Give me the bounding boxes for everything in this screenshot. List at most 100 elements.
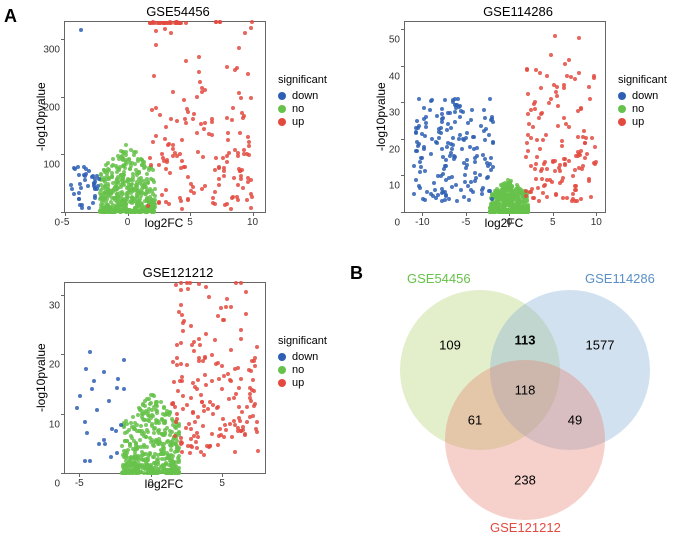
data-point [201, 424, 205, 428]
data-point [148, 469, 152, 473]
data-point [179, 341, 183, 345]
data-point [532, 196, 536, 200]
data-point [217, 166, 221, 170]
data-point [175, 363, 179, 367]
data-point [468, 145, 472, 149]
data-point [197, 70, 201, 74]
data-point [111, 188, 115, 192]
data-point [147, 168, 151, 172]
plot-area: -5050102030 [64, 282, 266, 474]
data-point [219, 306, 223, 310]
data-point [199, 450, 203, 454]
data-point [75, 406, 79, 410]
data-point [577, 36, 581, 40]
data-point [560, 139, 564, 143]
volcano-gse54456: GSE54456 -log10pvalue -505100100200300 l… [18, 4, 338, 230]
data-point [509, 187, 513, 191]
data-point [142, 160, 146, 164]
data-point [181, 407, 185, 411]
data-point [107, 399, 111, 403]
data-point [246, 72, 250, 76]
data-point [431, 194, 435, 198]
data-point [146, 204, 150, 208]
data-point [210, 133, 214, 137]
data-point [526, 149, 530, 153]
data-point [208, 444, 212, 448]
data-point [77, 173, 81, 177]
volcano-gse121212: GSE121212 -log10pvalue -5050102030 log2F… [18, 265, 338, 491]
data-point [240, 410, 244, 414]
data-point [179, 199, 183, 203]
venn-label-a: GSE54456 [407, 271, 471, 286]
venn-label-b: GSE114286 [585, 271, 655, 286]
data-point [473, 156, 477, 160]
data-point [175, 412, 179, 416]
data-point [534, 177, 538, 181]
data-point [163, 421, 167, 425]
data-point [571, 192, 575, 196]
data-point [129, 183, 133, 187]
data-point [235, 66, 239, 70]
data-point [138, 438, 142, 442]
data-point [204, 383, 208, 387]
data-point [115, 166, 119, 170]
data-point [526, 92, 530, 96]
data-point [243, 433, 247, 437]
xlabel: log2FC [404, 216, 604, 230]
data-point [196, 435, 200, 439]
data-point [448, 154, 452, 158]
data-point [153, 187, 157, 191]
data-point [192, 112, 196, 116]
data-point [488, 162, 492, 166]
data-point [121, 453, 125, 457]
data-point [573, 77, 577, 81]
legend-item-up: up [278, 116, 327, 128]
data-point [417, 124, 421, 128]
data-point [417, 97, 421, 101]
data-point [109, 455, 113, 459]
data-point [241, 186, 245, 190]
data-point [210, 353, 214, 357]
data-point [177, 458, 181, 462]
data-point [588, 97, 592, 101]
data-point [152, 455, 156, 459]
data-point [196, 415, 200, 419]
data-point [232, 176, 236, 180]
data-point [196, 378, 200, 382]
data-point [154, 43, 158, 47]
legend-dot-icon [278, 105, 286, 113]
data-point [179, 362, 183, 366]
data-point [236, 151, 240, 155]
data-point [111, 181, 115, 185]
data-point [256, 449, 260, 453]
data-point [163, 413, 167, 417]
data-point [479, 124, 483, 128]
data-point [537, 116, 541, 120]
data-point [210, 120, 214, 124]
data-point [525, 198, 529, 202]
data-point [222, 174, 226, 178]
data-point [173, 450, 177, 454]
data-point [217, 377, 221, 381]
legend-title: significant [618, 74, 667, 86]
data-point [253, 364, 257, 368]
data-point [99, 193, 103, 197]
data-point [251, 378, 255, 382]
data-point [436, 174, 440, 178]
data-point [125, 430, 129, 434]
data-point [230, 196, 234, 200]
data-point [84, 167, 88, 171]
xlabel: log2FC [64, 477, 264, 491]
data-point [539, 112, 543, 116]
data-point [88, 350, 92, 354]
data-point [199, 393, 203, 397]
data-point [246, 135, 250, 139]
data-point [191, 117, 195, 121]
data-point [467, 198, 471, 202]
data-point [125, 195, 129, 199]
data-point [143, 199, 147, 203]
data-point [453, 110, 457, 114]
legend-text: down [292, 351, 318, 363]
data-point [174, 420, 178, 424]
data-point [118, 208, 122, 212]
